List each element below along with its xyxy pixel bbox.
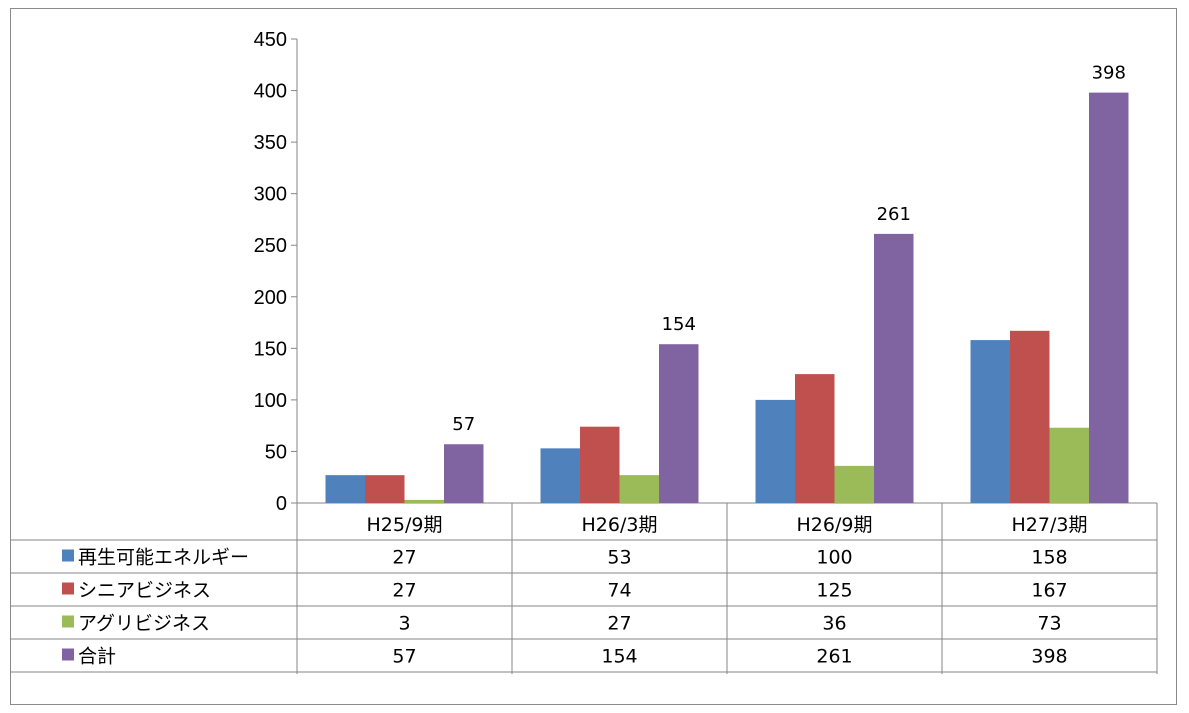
bar <box>1010 330 1050 503</box>
bar <box>404 499 444 503</box>
y-tick-label: 150 <box>254 338 287 360</box>
table-cell-value: 27 <box>607 613 631 635</box>
y-tick-label: 250 <box>254 235 287 257</box>
legend-label: シニアビジネス <box>78 580 211 602</box>
y-tick-label: 300 <box>254 184 287 206</box>
y-tick-label: 50 <box>265 441 287 463</box>
bar <box>834 465 874 503</box>
table-cell-value: 27 <box>392 580 416 602</box>
bar <box>874 233 914 503</box>
bar <box>444 444 484 503</box>
legend-key <box>62 615 74 628</box>
data-label: 398 <box>1092 63 1126 84</box>
legend-key <box>62 549 74 562</box>
y-tick-label: 100 <box>254 390 287 412</box>
table-cell-value: 73 <box>1037 613 1061 635</box>
bar <box>365 475 405 503</box>
table-cell-value: 261 <box>816 646 852 668</box>
table-cell-value: 398 <box>1031 646 1067 668</box>
table-cell-value: 3 <box>398 613 410 635</box>
legend-key <box>62 648 74 661</box>
table-cell-value: 36 <box>822 613 846 635</box>
bar <box>540 448 580 503</box>
bar <box>619 475 659 503</box>
bar <box>1049 427 1089 503</box>
legend-label: アグリビジネス <box>78 613 210 635</box>
data-label: 261 <box>877 204 911 225</box>
legend-label: 再生可能エネルギー <box>78 547 249 569</box>
table-cell-value: 167 <box>1031 580 1067 602</box>
table-cell-value: 27 <box>392 547 416 569</box>
bar <box>659 344 699 503</box>
y-tick-label: 200 <box>254 287 287 309</box>
x-category-label: H26/3期 <box>582 514 658 536</box>
bar <box>325 475 365 503</box>
bar <box>970 340 1010 503</box>
x-category-label: H27/3期 <box>1012 514 1088 536</box>
bar <box>755 399 795 503</box>
y-tick-label: 450 <box>254 29 287 51</box>
data-label: 154 <box>662 314 696 335</box>
legend-key <box>62 582 74 595</box>
y-tick-label: 0 <box>276 493 287 515</box>
x-category-label: H26/9期 <box>797 514 873 536</box>
table-cell-value: 74 <box>607 580 631 602</box>
bar <box>1089 92 1129 504</box>
bar <box>580 426 620 503</box>
table-cell-value: 57 <box>392 646 416 668</box>
x-category-label: H25/9期 <box>367 514 443 536</box>
table-cell-value: 154 <box>601 646 637 668</box>
table-cell-value: 158 <box>1031 547 1067 569</box>
y-tick-label: 350 <box>254 132 287 154</box>
y-tick-label: 400 <box>254 81 287 103</box>
bar <box>795 374 835 503</box>
data-label: 57 <box>452 414 475 435</box>
table-cell-value: 53 <box>607 547 631 569</box>
table-cell-value: 125 <box>816 580 852 602</box>
table-cell-value: 100 <box>816 547 852 569</box>
legend-label: 合計 <box>78 646 116 668</box>
